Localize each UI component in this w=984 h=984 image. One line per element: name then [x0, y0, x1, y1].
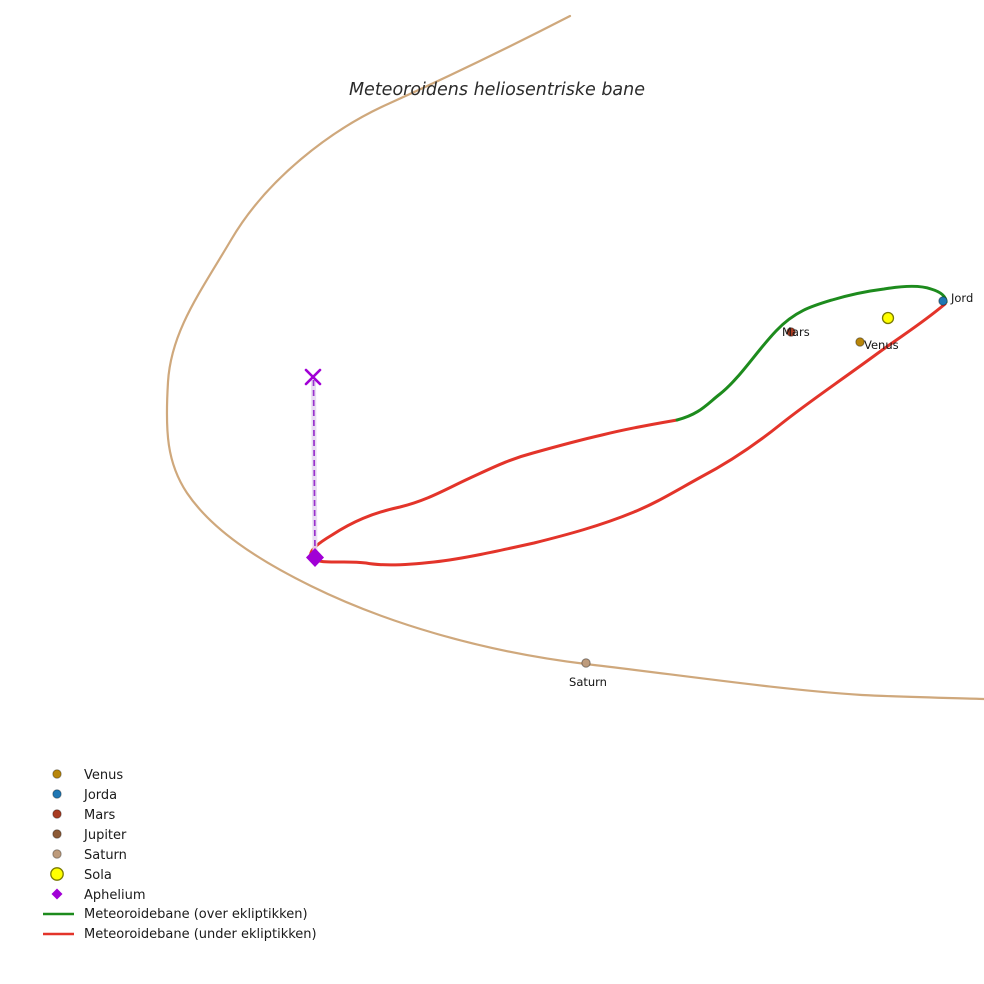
legend-jorda-label: Jorda — [83, 788, 117, 803]
legend-jupiter-label: Jupiter — [83, 828, 127, 843]
legend-venus-marker-icon — [52, 769, 62, 779]
legend-mars-marker-icon — [52, 809, 62, 819]
aphelion-markers — [304, 368, 324, 567]
legend-aphelium-marker-icon — [51, 888, 63, 900]
venus-marker — [855, 337, 865, 347]
sun-marker — [881, 311, 895, 325]
mars-marker — [786, 327, 796, 337]
legend-saturn-label: Saturn — [84, 848, 127, 863]
meteoroid-over-path — [675, 284, 948, 422]
earth-label: Jord — [950, 291, 973, 305]
aphelion-stem-band — [311, 379, 318, 556]
legend-jupiter-marker-icon — [52, 829, 62, 839]
legend-under-label: Meteoroidebane (under ekliptikken) — [84, 927, 317, 942]
legend-venus-label: Venus — [84, 768, 123, 783]
legend-saturn-marker-icon — [52, 849, 62, 859]
earth-marker — [938, 296, 948, 306]
meteoroid-under-path — [309, 302, 947, 567]
legend-sola-label: Sola — [84, 868, 112, 883]
planet-markers — [581, 296, 948, 668]
saturn-marker — [581, 658, 591, 668]
legend-aphelium-label: Aphelium — [84, 888, 146, 903]
legend-mars-label: Mars — [84, 808, 116, 823]
legend-jorda-marker-icon — [52, 789, 62, 799]
body-labels: Jord Mars Venus Saturn — [569, 291, 973, 689]
aphelion-projection-x-icon — [304, 368, 322, 386]
planet-orbits — [165, 14, 984, 701]
legend: Venus Jorda Mars Jupiter Saturn Sola Aph… — [43, 768, 317, 942]
aphelion-diamond-icon — [306, 548, 324, 567]
meteoroid-orbit — [309, 284, 948, 567]
saturn-label: Saturn — [569, 675, 607, 689]
legend-over-label: Meteoroidebane (over ekliptikken) — [84, 907, 308, 922]
mars-label: Mars — [782, 325, 810, 339]
legend-sola-marker-icon — [50, 867, 64, 881]
venus-label: Venus — [864, 338, 899, 352]
saturn-orbit-path — [165, 14, 984, 701]
plot-title: Meteoroidens heliosentriske bane — [349, 80, 645, 100]
aphelion-drop-line — [312, 379, 316, 556]
